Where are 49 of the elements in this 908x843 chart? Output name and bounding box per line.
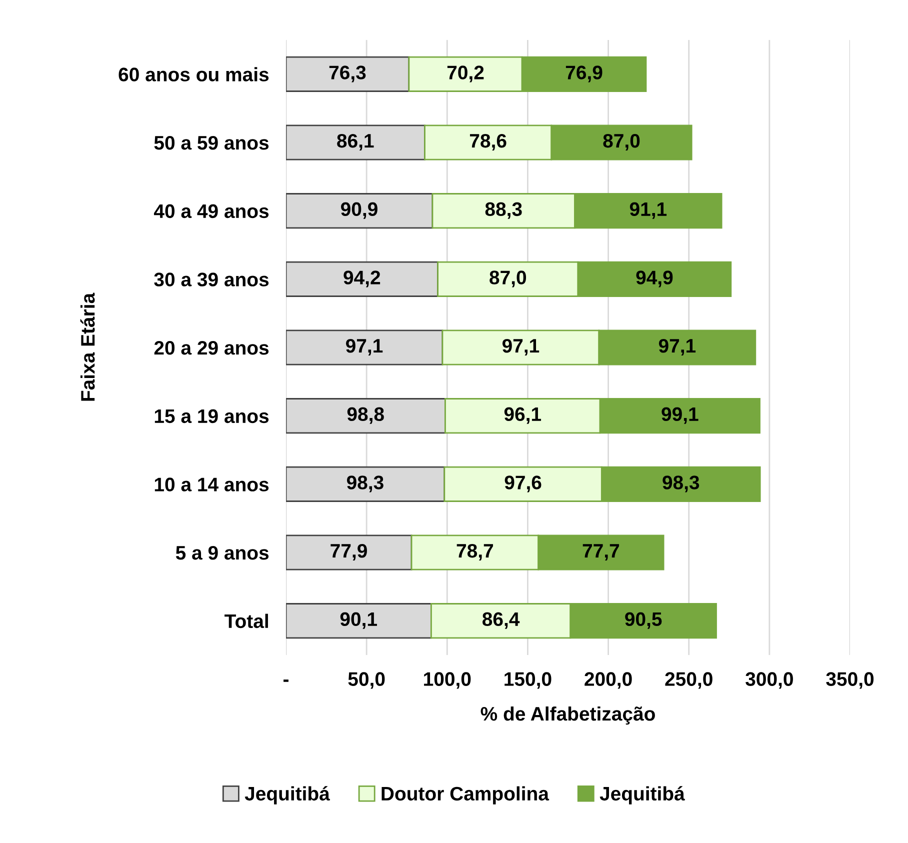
x-tick-label: 50,0 [348,672,385,689]
y-tick-label: 15 a 19 anos [154,409,269,424]
y-tick-label: 60 anos ou mais [118,67,269,82]
data-label: 98,3 [346,476,384,492]
x-axis-title: % de Alfabetização [480,706,655,725]
x-tick-label: 250,0 [665,672,712,689]
data-label: 97,1 [502,338,540,356]
data-label: 97,6 [504,476,542,492]
data-label: 87,0 [490,270,526,288]
data-label: 90,5 [625,612,662,629]
legend-label: Jequitibá [600,786,685,804]
legend-label: Jequitibá [244,786,330,804]
data-label: 87,0 [603,134,640,151]
x-tick-label: 150,0 [504,672,552,689]
y-tick-label: 10 a 14 anos [154,478,269,492]
data-label: 99,1 [662,407,698,424]
data-label: 78,7 [456,544,494,561]
y-tick-label: 5 a 9 anos [176,546,269,560]
x-tick-label: 200,0 [584,672,632,689]
data-label: 76,9 [566,66,602,82]
data-label: 78,6 [470,134,506,151]
data-label: 94,2 [344,270,380,288]
y-tick-label: Total [224,614,268,628]
y-tick-label: 40 a 49 anos [154,204,269,218]
data-label: 94,9 [636,270,673,288]
x-tick-label: - [284,680,288,682]
x-tick-label: 100,0 [424,672,471,689]
data-label: 77,7 [582,544,620,561]
data-label: 76,3 [329,66,366,82]
data-label: 77,9 [330,544,367,561]
data-label: 97,1 [658,338,696,356]
data-label: 86,4 [482,612,520,629]
y-axis-title: Faixa Etária [80,292,95,401]
x-tick-label: 350,0 [826,672,874,689]
data-label: 90,1 [340,612,377,629]
data-label: 88,3 [485,202,522,219]
data-label: 91,1 [630,202,667,219]
y-tick-label: 30 a 39 anos [154,272,269,286]
data-label: 86,1 [337,134,374,151]
y-tick-label: 50 a 59 anos [154,136,269,150]
data-label: 70,2 [447,66,484,82]
data-label: 98,3 [662,476,700,492]
x-tick-label: 300,0 [746,672,793,689]
data-label: 96,1 [504,407,542,424]
data-label: 97,1 [346,338,383,356]
legend-label: Doutor Campolina [382,786,550,804]
data-label: 98,8 [347,407,384,424]
y-tick-label: 20 a 29 anos [154,340,269,355]
data-label: 90,9 [340,202,378,219]
